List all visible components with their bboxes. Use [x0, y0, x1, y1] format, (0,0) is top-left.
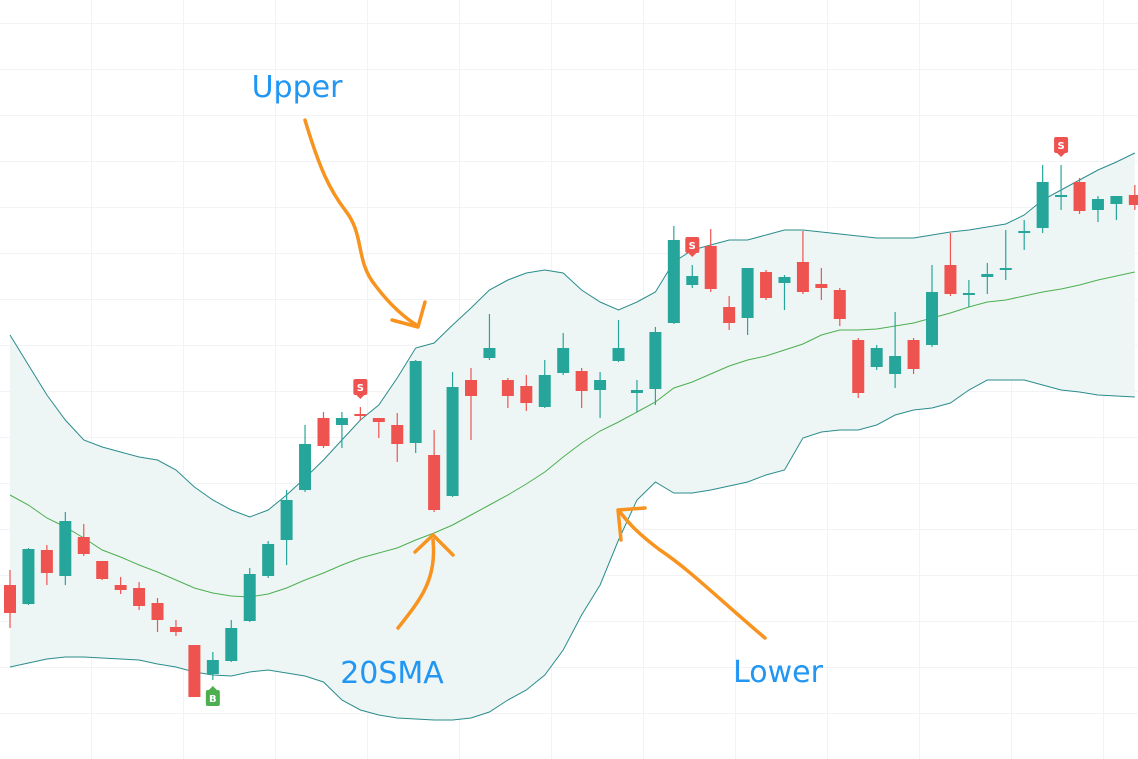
candle-body: [262, 544, 275, 576]
candle-layer: [4, 165, 1138, 697]
candle-body: [741, 268, 754, 318]
candle-body: [981, 274, 994, 277]
signal-label: S: [1057, 141, 1064, 152]
band-layer: [9, 152, 1136, 721]
candle-body: [483, 348, 496, 358]
arrow-upper-head: [390, 300, 427, 329]
candle-body: [4, 585, 16, 613]
candle-body: [372, 418, 385, 422]
candle-body: [465, 380, 477, 396]
candle-body: [557, 348, 570, 373]
signal-pointer: [688, 253, 697, 257]
sma-line: [9, 271, 1135, 598]
annotation: Upper: [252, 70, 344, 105]
candle-body: [428, 455, 441, 510]
candle-body: [188, 645, 201, 697]
candle-body: [520, 386, 533, 403]
candle-body: [133, 588, 146, 606]
candle-body: [77, 537, 90, 554]
signal-label: S: [689, 241, 696, 252]
candle-body: [796, 262, 809, 292]
candle-body: [59, 521, 72, 576]
candle-body: [151, 603, 164, 620]
candle-body: [96, 561, 109, 579]
candle-body: [870, 348, 883, 367]
signal-pointer: [1057, 153, 1066, 157]
annotation: Lower: [733, 655, 824, 690]
candle-body: [22, 549, 35, 604]
arrow-lower: [618, 510, 767, 640]
candle-body: [206, 660, 219, 674]
candle-body: [501, 380, 514, 396]
arrow-lower-head: [616, 506, 647, 542]
candle-body: [667, 240, 680, 323]
candle-body: [299, 444, 312, 490]
candle-body: [1128, 195, 1138, 205]
candle-body: [1018, 231, 1031, 233]
candle-body: [944, 265, 957, 294]
candle-body: [926, 292, 938, 345]
candle-body: [686, 276, 699, 285]
candle-body: [760, 272, 773, 298]
candle-body: [962, 293, 975, 295]
candle-body: [575, 371, 588, 391]
candle-body: [409, 361, 422, 443]
signal-layer: B S S S: [205, 137, 1069, 706]
band-fill: [10, 153, 1135, 720]
signal-pointer: [208, 686, 217, 690]
candle-body: [169, 627, 182, 632]
candle-body: [852, 340, 865, 393]
candle-body: [612, 348, 625, 361]
upper-band: [9, 152, 1136, 518]
candle-body: [243, 574, 256, 621]
signal-badge: [353, 379, 368, 395]
candle-body: [225, 628, 238, 661]
signal-badge: [205, 690, 220, 706]
arrow-sma: [396, 538, 436, 630]
candle-body: [1110, 196, 1123, 204]
candle-body: [40, 550, 53, 573]
candle-body: [630, 390, 643, 393]
candle-body: [889, 356, 902, 374]
annotation: 20SMA: [340, 656, 444, 691]
candle-body: [778, 277, 791, 283]
signal-label: B: [209, 694, 217, 705]
signal-badge: [1054, 137, 1069, 153]
signal-badge: [685, 237, 700, 253]
candle-body: [317, 418, 330, 446]
candle-body: [114, 585, 127, 590]
candle-body: [833, 290, 846, 319]
candle-body: [1055, 195, 1068, 197]
candle-body: [280, 500, 293, 540]
candle-body: [907, 340, 920, 369]
candle-body: [999, 268, 1012, 270]
candle-body: [1036, 182, 1049, 228]
candle-body: [723, 307, 736, 323]
signal-label: S: [357, 383, 364, 394]
candle-body: [704, 246, 717, 289]
candle-body: [1073, 182, 1086, 211]
candle-body: [594, 380, 607, 390]
candle-body: [354, 414, 367, 416]
candle-body: [815, 284, 828, 288]
candle-body: [1091, 199, 1104, 210]
candle-body: [391, 425, 404, 444]
candle-body: [538, 375, 551, 407]
signal-pointer: [356, 395, 365, 399]
arrow-upper: [303, 118, 420, 328]
arrow-sma-head: [413, 533, 455, 557]
annotation-arrows: [303, 118, 767, 640]
candle-body: [649, 332, 662, 389]
candle-body: [446, 387, 459, 496]
candle-body: [335, 418, 348, 425]
